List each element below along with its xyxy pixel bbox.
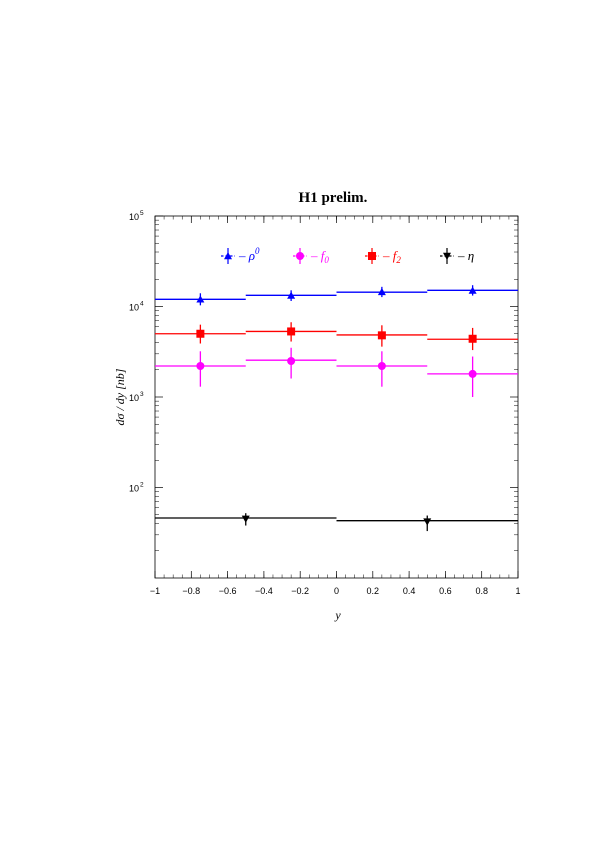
x-tick-label: 0	[334, 586, 339, 596]
data-point	[468, 369, 477, 378]
data-point	[196, 362, 205, 371]
data-point	[468, 334, 477, 343]
legend-marker	[296, 252, 304, 260]
data-point	[196, 329, 205, 338]
data-point	[241, 515, 250, 523]
legend-label: – η	[457, 248, 474, 263]
y-axis-label: dσ / dy [nb]	[113, 368, 127, 425]
legend-item-η: – η	[440, 248, 474, 264]
series-layer	[155, 285, 518, 532]
y-tick-label: 10	[129, 484, 139, 494]
data-point	[468, 286, 477, 294]
legend-item-f0: – f0	[293, 248, 329, 265]
y-tick-label-exponent: 4	[140, 301, 144, 308]
data-point	[196, 295, 205, 303]
x-tick-label: 1	[515, 586, 520, 596]
legend-label-sup: 0	[255, 246, 260, 256]
y-tick-label-exponent: 5	[140, 210, 144, 217]
legend-item-f2: – f2	[365, 248, 401, 265]
legend-label: – f0	[310, 248, 329, 265]
series-f2	[155, 322, 518, 351]
x-axis-label: y	[334, 608, 341, 622]
legend-marker	[368, 252, 376, 260]
y-tick-label: 10	[129, 393, 139, 403]
series-η	[155, 513, 518, 532]
legend-label-sub: 0	[324, 255, 329, 265]
legend-marker	[224, 252, 232, 260]
x-tick-label: −0.4	[255, 586, 273, 596]
legend-item-ρ0: – ρ0	[221, 246, 260, 264]
x-tick-label: 0.2	[367, 586, 380, 596]
legend-marker	[443, 252, 451, 260]
legend-label-main: – f	[382, 248, 399, 263]
plot-frame	[154, 215, 519, 579]
legend: – ρ0– f0– f2– η	[221, 246, 474, 265]
legend-label: – ρ0	[238, 246, 260, 263]
data-point	[377, 287, 386, 296]
chart-title: H1 prelim.	[299, 190, 368, 206]
y-tick-label: 10	[129, 212, 139, 222]
y-tick-label-exponent: 2	[140, 482, 144, 489]
data-point	[377, 362, 386, 371]
series-ρ0	[155, 285, 518, 306]
x-tick-label: −0.2	[291, 586, 309, 596]
legend-label-main: – ρ	[238, 248, 255, 263]
legend-label: – f2	[382, 248, 401, 265]
y-tick-label: 10	[129, 303, 139, 313]
legend-label-main: – η	[457, 248, 474, 263]
data-point	[423, 518, 432, 526]
series-f0	[155, 347, 518, 397]
x-tick-label: −0.8	[182, 586, 200, 596]
x-axis-ticks: −1 −0.8 −0.6 −0.4 −0.2 0 0.2 0.4 0.6 0.8 1	[150, 216, 521, 596]
data-point	[287, 327, 296, 336]
data-point	[377, 331, 386, 340]
legend-label-sub: 2	[396, 255, 401, 265]
x-tick-label: 0.6	[439, 586, 452, 596]
data-point	[287, 356, 296, 365]
x-tick-label: 0.4	[403, 586, 416, 596]
legend-label-main: – f	[310, 248, 327, 263]
x-tick-label: −0.6	[219, 586, 237, 596]
x-tick-label: 0.8	[475, 586, 488, 596]
y-tick-label-exponent: 3	[140, 391, 144, 398]
x-tick-label: −1	[150, 586, 160, 596]
data-point	[287, 291, 296, 299]
